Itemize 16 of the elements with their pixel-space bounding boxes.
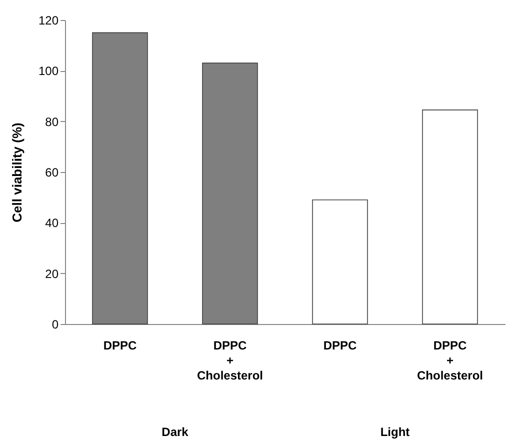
- y-tick-label: 60: [45, 166, 59, 180]
- bar: [422, 110, 478, 324]
- y-tick-label: 20: [45, 266, 59, 281]
- text: Dark: [162, 425, 189, 439]
- y-tick-label: 80: [45, 114, 59, 129]
- x-tick-label: DPPC: [323, 338, 357, 352]
- text: Light: [380, 425, 410, 439]
- y-tick-label: 0: [52, 318, 59, 332]
- y-tick-label: 120: [38, 14, 59, 28]
- x-tick-label: DPPC: [103, 338, 137, 352]
- bar: [312, 199, 368, 324]
- x-tick-label: DPPC + Cholesterol: [416, 338, 484, 382]
- y-tick-label: 100: [38, 64, 59, 78]
- x-tick-label: DPPC + Cholesterol: [196, 338, 264, 382]
- y-axis-title: Cell viability (%): [9, 122, 24, 222]
- y-tick-label: 40: [45, 216, 59, 230]
